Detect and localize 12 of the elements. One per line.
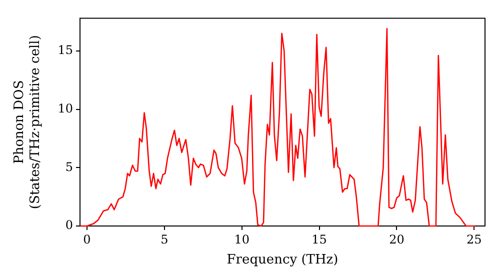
- x-tick-label: 20: [389, 232, 404, 246]
- x-tick-label: 15: [312, 232, 327, 246]
- x-tick-label: 0: [83, 232, 91, 246]
- x-tick-label: 10: [234, 232, 250, 246]
- y-tick-label: 10: [58, 101, 73, 116]
- y-tick-label: 0: [65, 218, 73, 232]
- x-axis-title: Frequency (THz): [226, 252, 338, 268]
- y-tick-label: 5: [65, 160, 73, 174]
- x-tick-label: 5: [160, 232, 168, 246]
- y-axis-title: Phonon DOS (States/THz·primitive cell): [12, 35, 43, 210]
- x-tick-label: 25: [466, 232, 482, 246]
- y-tick-label: 15: [58, 43, 73, 58]
